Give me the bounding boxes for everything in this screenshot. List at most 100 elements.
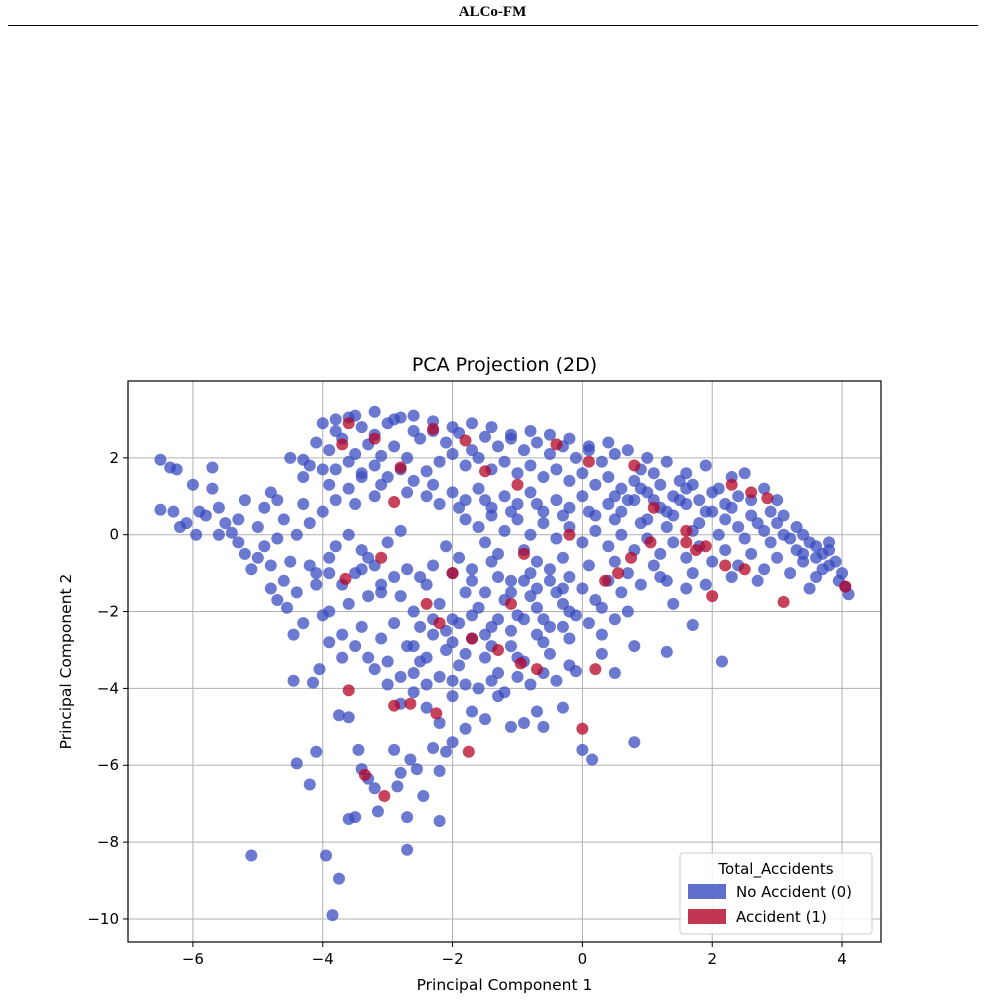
point-no-accident xyxy=(414,570,427,583)
point-no-accident xyxy=(394,590,407,603)
point-no-accident xyxy=(427,741,440,754)
point-no-accident xyxy=(420,678,433,691)
point-accident xyxy=(459,434,472,447)
point-no-accident xyxy=(313,663,326,676)
point-no-accident xyxy=(388,440,401,453)
point-accident xyxy=(446,567,459,580)
point-no-accident xyxy=(582,617,595,630)
y-tick-label: −6 xyxy=(97,756,119,774)
point-no-accident xyxy=(660,645,673,658)
point-no-accident xyxy=(660,574,673,587)
point-no-accident xyxy=(563,632,576,645)
point-no-accident xyxy=(530,582,543,595)
point-no-accident xyxy=(498,455,511,468)
scatter-points xyxy=(154,405,855,922)
point-no-accident xyxy=(401,811,414,824)
point-no-accident xyxy=(680,551,693,564)
y-tick-label: 0 xyxy=(109,526,119,544)
point-no-accident xyxy=(433,670,446,683)
point-accident xyxy=(725,478,738,491)
point-no-accident xyxy=(479,586,492,599)
point-no-accident xyxy=(517,716,530,729)
point-no-accident xyxy=(764,536,777,549)
point-accident xyxy=(761,492,774,505)
point-no-accident xyxy=(368,663,381,676)
point-no-accident xyxy=(504,720,517,733)
point-accident xyxy=(612,567,625,580)
point-no-accident xyxy=(660,521,673,534)
point-no-accident xyxy=(323,551,336,564)
point-no-accident xyxy=(427,628,440,641)
point-no-accident xyxy=(154,503,167,516)
point-no-accident xyxy=(417,789,430,802)
point-no-accident xyxy=(459,722,472,735)
point-no-accident xyxy=(388,413,401,426)
point-no-accident xyxy=(407,605,420,618)
point-no-accident xyxy=(316,609,329,622)
point-accident xyxy=(492,643,505,656)
point-no-accident xyxy=(706,555,719,568)
plot-frame xyxy=(127,380,882,943)
point-no-accident xyxy=(404,753,417,766)
point-no-accident xyxy=(576,490,589,503)
point-accident xyxy=(504,597,517,610)
point-no-accident xyxy=(329,494,342,507)
point-accident xyxy=(530,663,543,676)
point-no-accident xyxy=(647,467,660,480)
point-no-accident xyxy=(816,563,829,576)
point-no-accident xyxy=(608,448,621,461)
point-no-accident xyxy=(543,620,556,633)
point-no-accident xyxy=(537,636,550,649)
point-no-accident xyxy=(556,551,569,564)
point-no-accident xyxy=(621,605,634,618)
point-no-accident xyxy=(803,536,816,549)
point-no-accident xyxy=(316,505,329,518)
point-no-accident xyxy=(777,509,790,522)
point-no-accident xyxy=(485,674,498,687)
point-no-accident xyxy=(537,720,550,733)
point-no-accident xyxy=(433,455,446,468)
point-accident xyxy=(689,544,702,557)
x-tick-label: −4 xyxy=(312,950,334,968)
legend-title: Total_Accidents xyxy=(717,860,833,879)
point-no-accident xyxy=(485,421,498,434)
point-no-accident xyxy=(381,655,394,668)
point-no-accident xyxy=(829,555,842,568)
point-no-accident xyxy=(297,497,310,510)
point-no-accident xyxy=(517,613,530,626)
point-no-accident xyxy=(608,490,621,503)
point-no-accident xyxy=(355,467,368,480)
point-no-accident xyxy=(362,651,375,664)
point-no-accident xyxy=(485,509,498,522)
point-no-accident xyxy=(569,451,582,464)
point-no-accident xyxy=(287,628,300,641)
point-no-accident xyxy=(719,544,732,557)
point-no-accident xyxy=(277,574,290,587)
point-accident xyxy=(625,551,638,564)
point-no-accident xyxy=(284,451,297,464)
y-tick-label: 2 xyxy=(109,449,119,467)
point-no-accident xyxy=(170,463,183,476)
point-no-accident xyxy=(420,465,433,478)
point-no-accident xyxy=(329,463,342,476)
legend-label-accident: Accident (1) xyxy=(736,908,827,926)
point-no-accident xyxy=(686,478,699,491)
point-no-accident xyxy=(394,524,407,537)
point-no-accident xyxy=(602,540,615,553)
point-no-accident xyxy=(212,501,225,514)
point-accident xyxy=(589,663,602,676)
point-accident xyxy=(427,423,440,436)
point-accident xyxy=(394,461,407,474)
point-no-accident xyxy=(563,570,576,583)
point-no-accident xyxy=(277,513,290,526)
point-no-accident xyxy=(725,570,738,583)
legend-swatch-accident xyxy=(688,909,726,924)
point-no-accident xyxy=(433,497,446,510)
point-no-accident xyxy=(498,524,511,537)
point-no-accident xyxy=(608,613,621,626)
point-no-accident xyxy=(602,436,615,449)
chart-title: PCA Projection (2D) xyxy=(412,354,597,376)
point-no-accident xyxy=(193,505,206,518)
point-no-accident xyxy=(524,528,537,541)
